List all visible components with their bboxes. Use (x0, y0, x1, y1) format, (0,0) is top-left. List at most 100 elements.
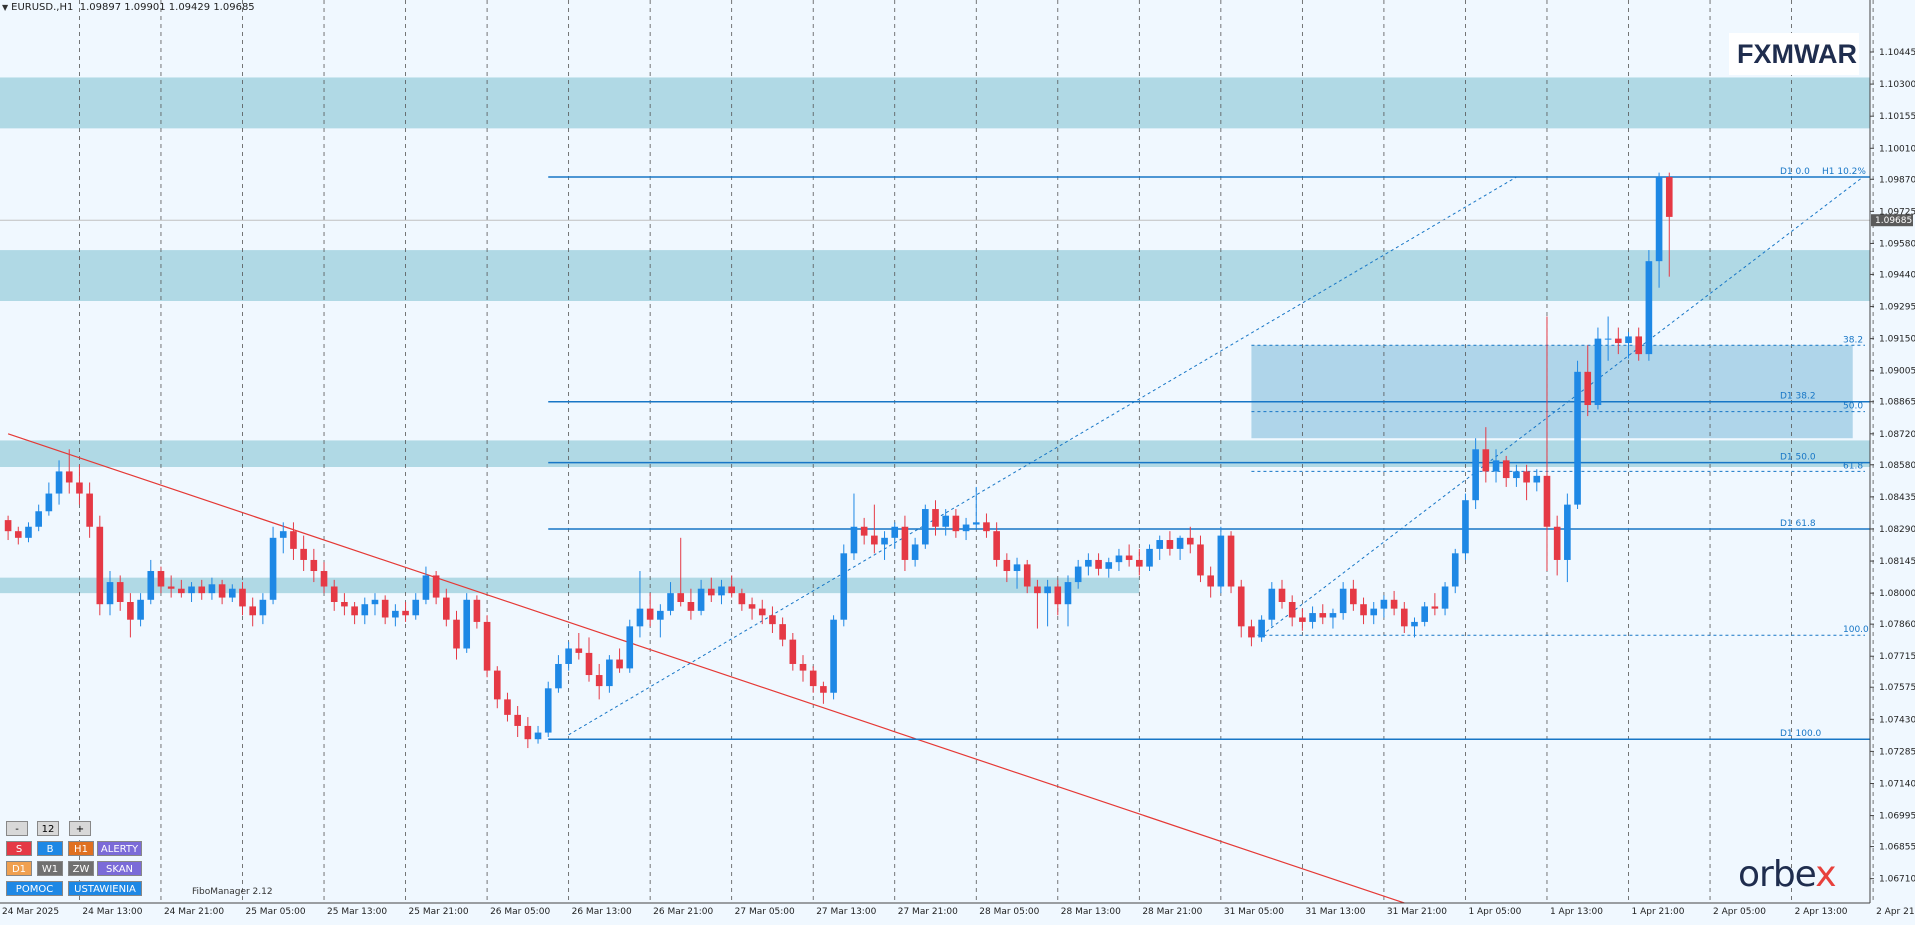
buy-button[interactable]: B (37, 841, 63, 856)
candle-body (565, 648, 572, 664)
candle-body (4, 520, 12, 532)
time-tick-label: 24 Mar 2025 (2, 907, 59, 917)
candle-body (1013, 564, 1021, 572)
candle-body (728, 586, 735, 594)
candle-body (310, 559, 318, 572)
candle-body (1594, 338, 1602, 406)
dropdown-triangle-icon[interactable]: ▼ (2, 3, 9, 12)
candle-body (483, 621, 491, 671)
candle-body (718, 586, 725, 596)
time-tick-label: 25 Mar 05:00 (245, 907, 305, 917)
zw-button[interactable]: ZW (68, 861, 94, 876)
candle-body (687, 602, 695, 611)
candle-body (443, 597, 450, 620)
candle-body (1655, 177, 1663, 262)
candle-body (779, 624, 786, 640)
time-tick-label: 2 Apr 21:00 (1876, 907, 1915, 917)
candle-body (35, 511, 42, 527)
candle-body (707, 588, 715, 596)
price-tick-label: 1.09295 (1879, 303, 1915, 313)
candle-body (1431, 606, 1439, 609)
candle-body (188, 586, 195, 594)
candle-body (524, 725, 532, 740)
candle-body (228, 588, 236, 598)
candle-body (840, 553, 848, 620)
decrease-button[interactable]: - (6, 821, 28, 836)
candle-body (1125, 555, 1133, 560)
h1-fib-level-label: 38.2 (1843, 335, 1863, 345)
help-button[interactable]: POMOC (6, 881, 63, 896)
candle-body (116, 582, 124, 602)
candle-body (544, 688, 552, 733)
price-tick-label: 1.09005 (1879, 367, 1915, 377)
candle-body (1268, 588, 1276, 620)
settings-button[interactable]: USTAWIENIA (68, 881, 142, 896)
candle-body (789, 639, 797, 664)
time-tick-label: 26 Mar 13:00 (572, 907, 632, 917)
price-tick-label: 1.07860 (1879, 620, 1915, 630)
candle-body (147, 571, 155, 600)
candle-body (432, 575, 440, 598)
count-field[interactable]: 12 (37, 821, 59, 836)
candle-body (1278, 588, 1286, 602)
price-tick-label: 1.06710 (1879, 875, 1915, 885)
current-price-tag (1871, 214, 1913, 227)
candle-body (1400, 608, 1408, 627)
candle-body (911, 544, 919, 560)
candle-body (646, 608, 654, 620)
price-tick-label: 1.10300 (1879, 80, 1915, 90)
d1-button[interactable]: D1 (6, 861, 32, 876)
candle-body (738, 593, 746, 605)
candle-body (1380, 599, 1388, 609)
candle-body (799, 663, 807, 671)
candle-body (758, 608, 766, 616)
time-tick-label: 2 Apr 13:00 (1795, 907, 1848, 917)
candle-body (45, 493, 53, 512)
candle-body (1136, 559, 1143, 567)
candle-body (667, 593, 674, 611)
candle-body (402, 610, 409, 616)
candle-body (1105, 562, 1113, 569)
price-tick-label: 1.08000 (1879, 589, 1915, 599)
candle-body (993, 531, 1000, 560)
time-tick-label: 1 Apr 21:00 (1632, 907, 1685, 917)
candle-body (1023, 564, 1031, 587)
time-tick-label: 26 Mar 21:00 (653, 907, 713, 917)
candle-body (972, 522, 980, 525)
candle-body (942, 515, 950, 527)
candle-body (1319, 613, 1327, 618)
candle-body (1074, 566, 1082, 583)
price-tick-label: 1.08865 (1879, 398, 1915, 408)
time-tick-label: 27 Mar 21:00 (898, 907, 958, 917)
candle-body (1329, 613, 1337, 618)
candle-body (1217, 535, 1225, 587)
candle-body (422, 575, 430, 600)
alerts-button[interactable]: ALERTY (97, 841, 142, 856)
candle-body (463, 599, 471, 649)
candle-body (1615, 338, 1622, 344)
candle-body (932, 509, 939, 527)
time-tick-label: 24 Mar 21:00 (164, 907, 224, 917)
candle-body (127, 602, 134, 620)
h1-button[interactable]: H1 (68, 841, 94, 856)
sell-button[interactable]: S (6, 841, 32, 856)
candle-body (1472, 449, 1479, 501)
candle-body (616, 659, 623, 669)
candle-body (493, 670, 501, 700)
increase-button[interactable]: + (69, 821, 91, 836)
candle-body (1574, 371, 1581, 505)
price-tick-label: 1.08290 (1879, 525, 1915, 535)
candle-body (952, 515, 960, 532)
candle-body (1227, 535, 1235, 587)
w1-button[interactable]: W1 (37, 861, 63, 876)
trend-line (7, 433, 1405, 904)
price-tick-label: 1.06855 (1879, 843, 1915, 853)
candle-body (1411, 621, 1418, 627)
h1-fib-label: H1 10.2% (1822, 167, 1866, 177)
candle-body (65, 471, 73, 483)
candle-body (269, 537, 277, 600)
candle-body (1421, 606, 1428, 622)
scan-button[interactable]: SKAN (97, 861, 142, 876)
